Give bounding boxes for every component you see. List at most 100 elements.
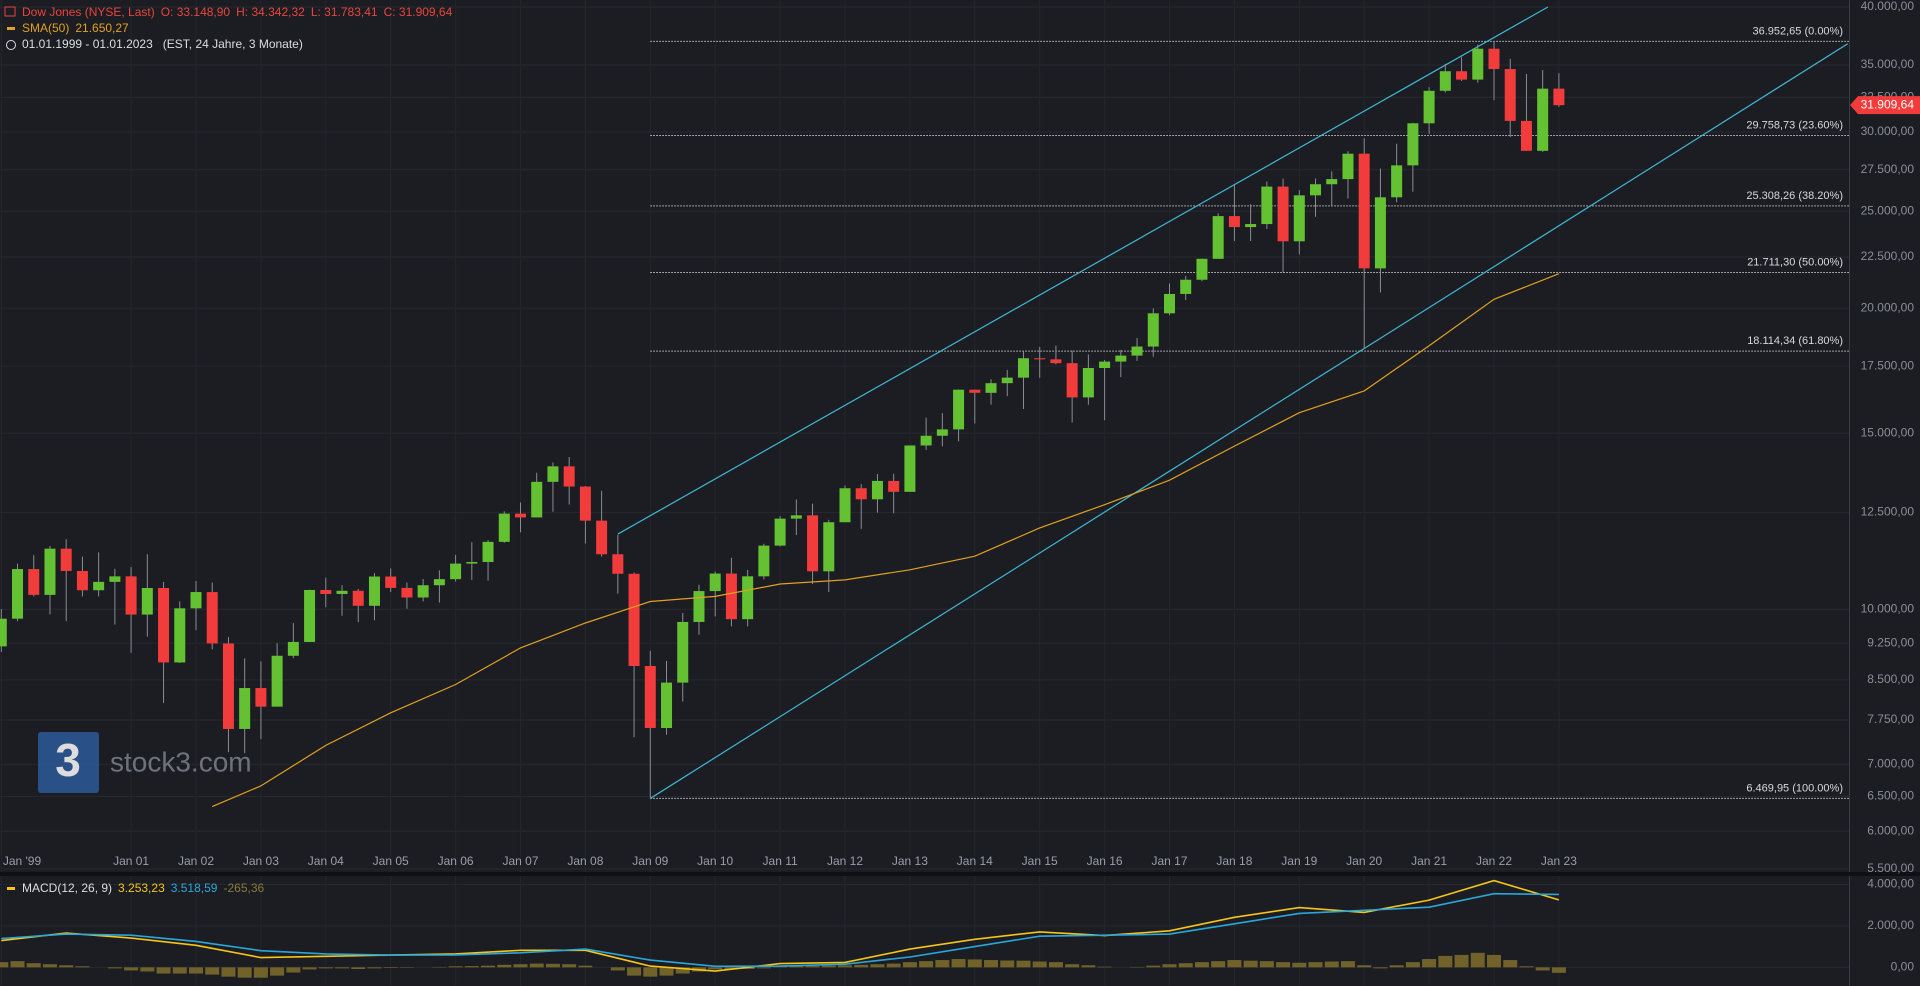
x-tick-label: Jan 23 bbox=[1541, 854, 1577, 868]
header-title: Dow Jones (NYSE, Last) O: 33.148,90 H: 34.… bbox=[22, 5, 453, 19]
histogram-bar bbox=[1519, 966, 1534, 968]
candle-body bbox=[823, 522, 835, 572]
candle-body bbox=[1439, 71, 1451, 91]
candle-body bbox=[385, 576, 397, 588]
fib-label: 25.308,26 (38.20%) bbox=[1746, 190, 1843, 202]
candle-body bbox=[304, 589, 316, 642]
candle-body bbox=[1520, 120, 1532, 151]
x-tick-label: Jan 06 bbox=[438, 854, 474, 868]
histogram-bar bbox=[675, 967, 690, 974]
legend-sma: SMA(50) 21.650,27 bbox=[22, 21, 129, 35]
y-tick-label: 22.500,00 bbox=[1861, 249, 1915, 263]
y-tick-label: 25.000,00 bbox=[1861, 203, 1915, 217]
trend-line bbox=[649, 43, 1849, 799]
candle-body bbox=[76, 570, 88, 591]
x-tick-label: Jan 15 bbox=[1022, 854, 1058, 868]
candle-body bbox=[790, 515, 802, 519]
histogram-bar bbox=[562, 964, 577, 968]
panel-separator bbox=[0, 872, 1920, 876]
candle-body bbox=[1017, 358, 1029, 378]
histogram-bar bbox=[1065, 964, 1080, 968]
histogram-bar bbox=[42, 964, 57, 968]
fib-label: 29.758,73 (23.60%) bbox=[1746, 119, 1843, 131]
histogram-bar bbox=[902, 962, 917, 968]
histogram-bar bbox=[172, 967, 187, 974]
histogram-bar bbox=[124, 967, 139, 971]
histogram-bar bbox=[335, 967, 350, 969]
candle-body bbox=[1050, 359, 1062, 364]
y-tick-label: 5.500,00 bbox=[1867, 861, 1914, 875]
histogram-bar bbox=[1243, 960, 1258, 968]
ohlc: C: 31.909,64 bbox=[384, 5, 453, 19]
x-tick-label: Jan 08 bbox=[567, 854, 603, 868]
candle-body bbox=[1163, 293, 1175, 314]
histogram-bar bbox=[837, 965, 852, 968]
candle-body bbox=[693, 591, 705, 622]
candle-body bbox=[125, 576, 137, 615]
candle-body bbox=[368, 576, 380, 606]
histogram-bar bbox=[756, 967, 771, 969]
title: Dow Jones (NYSE, Last) bbox=[22, 5, 155, 19]
price-tag bbox=[1850, 96, 1920, 115]
clock-icon bbox=[6, 40, 16, 50]
histogram-bar bbox=[1276, 962, 1291, 968]
histogram-bar bbox=[1081, 965, 1096, 968]
date-range: 01.01.1999 - 01.01.2023 (EST, 24 Jahre, 3… bbox=[22, 37, 303, 51]
y-tick-label: 6.000,00 bbox=[1867, 823, 1914, 837]
candle-body bbox=[1196, 258, 1208, 280]
y-tick-label: 10.000,00 bbox=[1861, 601, 1915, 615]
x-tick-label: Jan 16 bbox=[1087, 854, 1123, 868]
histogram-bar bbox=[1032, 961, 1047, 968]
y-tick-label: 15.000,00 bbox=[1861, 425, 1915, 439]
candle-body bbox=[141, 587, 153, 615]
icon bbox=[4, 6, 16, 17]
histogram-bar bbox=[1146, 965, 1161, 968]
candle-body bbox=[742, 576, 754, 620]
candle-body bbox=[1034, 358, 1046, 360]
candle-body bbox=[1553, 88, 1565, 106]
candle-body bbox=[1001, 377, 1013, 384]
candle-body bbox=[969, 389, 981, 393]
logo-text: stock3.com bbox=[110, 746, 252, 777]
candle-body bbox=[709, 573, 721, 592]
x-tick-label: Jan 19 bbox=[1281, 854, 1317, 868]
fib-label: 36.952,65 (0.00%) bbox=[1752, 25, 1843, 37]
histogram-bar bbox=[1373, 967, 1388, 969]
histogram-bar bbox=[870, 964, 885, 968]
x-tick-label: Jan 02 bbox=[178, 854, 214, 868]
candle-body bbox=[0, 618, 7, 647]
x-tick-label: Jan '99 bbox=[3, 854, 42, 868]
sma-line bbox=[211, 273, 1560, 808]
histogram-bar bbox=[140, 967, 155, 972]
fib-label: 18.114,34 (61.80%) bbox=[1747, 335, 1843, 347]
candle-body bbox=[109, 576, 121, 582]
candle-body bbox=[1147, 313, 1159, 347]
legend-value: 3.253,23 bbox=[118, 881, 165, 895]
candle-body bbox=[1277, 186, 1289, 242]
candle-body bbox=[531, 481, 543, 518]
x-tick-label: Jan 04 bbox=[308, 854, 344, 868]
y-tick-label: 9.250,00 bbox=[1867, 635, 1914, 649]
y-tick-label: 35.000,00 bbox=[1861, 57, 1915, 71]
candle-body bbox=[677, 621, 689, 683]
logo-box bbox=[38, 732, 99, 793]
histogram-bar bbox=[1194, 962, 1209, 968]
candle-body bbox=[920, 435, 932, 446]
histogram-bar bbox=[383, 967, 398, 968]
header: Dow Jones (NYSE, Last) O: 33.148,90 H: 34.… bbox=[4, 5, 453, 895]
histogram-bar bbox=[1470, 952, 1485, 968]
x-tick-label: Jan 09 bbox=[632, 854, 668, 868]
histogram-bar bbox=[1211, 961, 1226, 968]
candle-body bbox=[1212, 216, 1224, 259]
ohlc: L: 31.783,41 bbox=[311, 5, 378, 19]
histogram-bar bbox=[1454, 954, 1469, 968]
histogram-bar bbox=[1292, 962, 1307, 968]
x-tick-label: Jan 07 bbox=[502, 854, 538, 868]
fib-label: 21.711,30 (50.00%) bbox=[1747, 256, 1843, 268]
histogram-bar bbox=[1486, 954, 1501, 968]
histogram-bar bbox=[1324, 961, 1339, 968]
candle-body bbox=[174, 608, 186, 663]
histogram-bar bbox=[1000, 960, 1015, 968]
